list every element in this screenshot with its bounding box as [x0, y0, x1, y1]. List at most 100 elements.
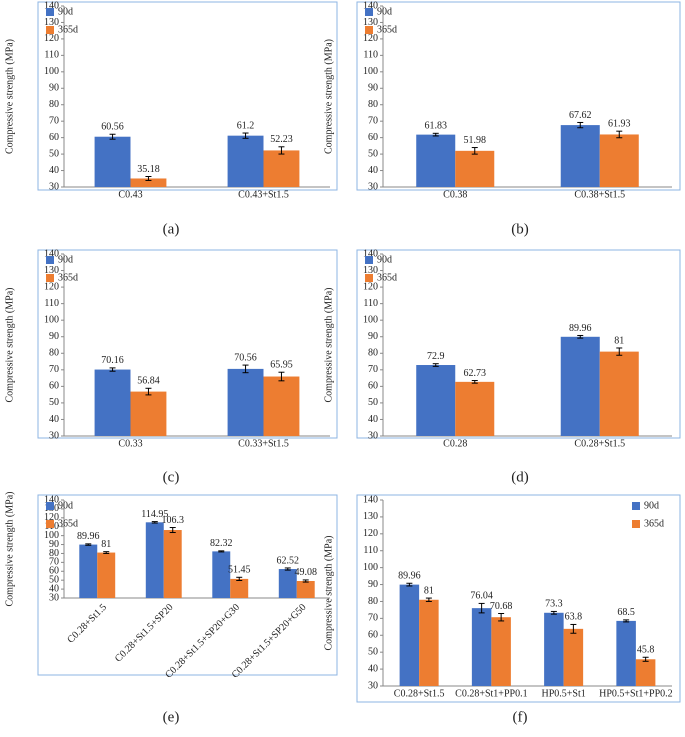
y-tick-label: 140 — [363, 494, 378, 505]
bar — [616, 620, 636, 686]
y-tick-label: 120 — [363, 281, 378, 292]
y-tick-label: 40 — [49, 414, 59, 425]
bar — [599, 134, 639, 187]
x-tick-label: C0.28+St1.5 — [394, 688, 445, 699]
bar — [97, 552, 116, 598]
x-tick-label: C0.33 — [118, 438, 142, 449]
y-tick-label: 100 — [363, 562, 378, 573]
y-tick-label: 30 — [49, 181, 59, 192]
error-bar — [471, 380, 478, 384]
bar — [227, 368, 264, 436]
bar — [635, 659, 656, 686]
bar — [94, 136, 131, 187]
y-tick-label: 50 — [368, 646, 378, 657]
y-tick-label: 80 — [368, 348, 378, 359]
y-tick-label: 70 — [368, 115, 378, 126]
y-tick-label: 120 — [44, 33, 59, 44]
value-label: 70.56 — [234, 352, 257, 363]
y-tick-label: 40 — [49, 165, 59, 176]
bar — [563, 628, 584, 686]
bar — [416, 134, 456, 187]
x-tick-label: C0.28+St1.5 — [65, 602, 109, 646]
x-tick-label: C0.38 — [443, 189, 467, 200]
value-label: 65.95 — [270, 360, 293, 371]
chart-frame — [356, 1, 681, 191]
y-tick-label: 90 — [368, 83, 378, 94]
caption: (e) — [163, 709, 180, 725]
y-tick-label: 90 — [49, 83, 59, 94]
error-bar — [623, 619, 630, 623]
y-tick-label: 90 — [49, 539, 59, 550]
y-tick-label: 140 — [363, 0, 378, 11]
error-bar — [302, 579, 309, 583]
legend-label: 365d — [377, 272, 397, 283]
bar — [130, 178, 167, 187]
legend-swatch — [46, 520, 54, 528]
legend-label: 365d — [58, 518, 78, 529]
value-label: 81 — [614, 335, 624, 346]
y-tick-label: 110 — [363, 50, 378, 61]
y-tick-label: 100 — [44, 314, 59, 325]
y-tick-label: 80 — [49, 548, 59, 559]
error-bar — [145, 387, 152, 396]
value-label: 35.18 — [137, 164, 160, 175]
chart-frame — [37, 1, 338, 191]
bar — [130, 391, 167, 436]
error-bar — [432, 132, 439, 137]
bar — [296, 581, 315, 598]
bar — [163, 530, 182, 598]
y-tick-label: 80 — [49, 99, 59, 110]
y-tick-label: 40 — [49, 583, 59, 594]
error-bar — [218, 550, 225, 553]
error-bar — [471, 147, 478, 155]
y-tick-label: 140 — [44, 494, 59, 505]
legend-swatch — [365, 274, 373, 282]
chart-frame — [37, 494, 338, 676]
y-axis-label: Compressive strength (MPa) — [323, 536, 334, 651]
bar — [278, 569, 297, 598]
value-label: 51.98 — [464, 135, 487, 146]
x-tick-label: C0.28+St1.5+SP20+G30 — [163, 602, 242, 681]
bar — [471, 608, 492, 686]
legend-label: 365d — [644, 518, 664, 529]
legend-swatch — [632, 502, 640, 510]
value-label: 49.08 — [294, 567, 317, 578]
bar — [263, 376, 300, 436]
y-tick-label: 60 — [368, 132, 378, 143]
y-tick-label: 30 — [49, 592, 59, 603]
value-label: 89.96 — [77, 531, 100, 542]
legend-swatch — [46, 8, 54, 16]
error-bar — [236, 576, 243, 581]
value-label: 67.62 — [569, 110, 592, 121]
y-tick-label: 70 — [49, 557, 59, 568]
y-tick-label: 60 — [49, 132, 59, 143]
bar — [399, 584, 420, 686]
y-tick-label: 130 — [363, 511, 378, 522]
legend-label: 90d — [377, 6, 392, 17]
value-label: 61.83 — [424, 121, 447, 132]
x-tick-label: C0.38+St1.5 — [574, 189, 625, 200]
error-bar — [577, 121, 584, 129]
bar — [455, 381, 495, 436]
caption: (c) — [163, 469, 180, 485]
error-bar — [425, 597, 432, 602]
value-label: 114.95 — [141, 509, 168, 520]
y-tick-label: 120 — [363, 528, 378, 539]
y-tick-label: 110 — [363, 298, 378, 309]
caption: (f) — [513, 709, 528, 725]
caption: (a) — [163, 221, 180, 237]
error-bar — [145, 176, 152, 181]
y-axis-label: Compressive strength (MPa) — [4, 288, 15, 403]
legend-swatch — [46, 26, 54, 34]
value-label: 106.3 — [161, 515, 184, 526]
value-label: 89.96 — [398, 571, 421, 582]
y-tick-label: 70 — [49, 115, 59, 126]
y-tick-label: 100 — [44, 66, 59, 77]
y-tick-label: 90 — [368, 331, 378, 342]
error-bar — [406, 582, 413, 587]
legend-label: 365d — [58, 24, 78, 35]
y-tick-label: 50 — [49, 397, 59, 408]
x-tick-label: C0.43 — [118, 189, 142, 200]
y-tick-label: 30 — [368, 430, 378, 441]
y-tick-label: 40 — [368, 414, 378, 425]
